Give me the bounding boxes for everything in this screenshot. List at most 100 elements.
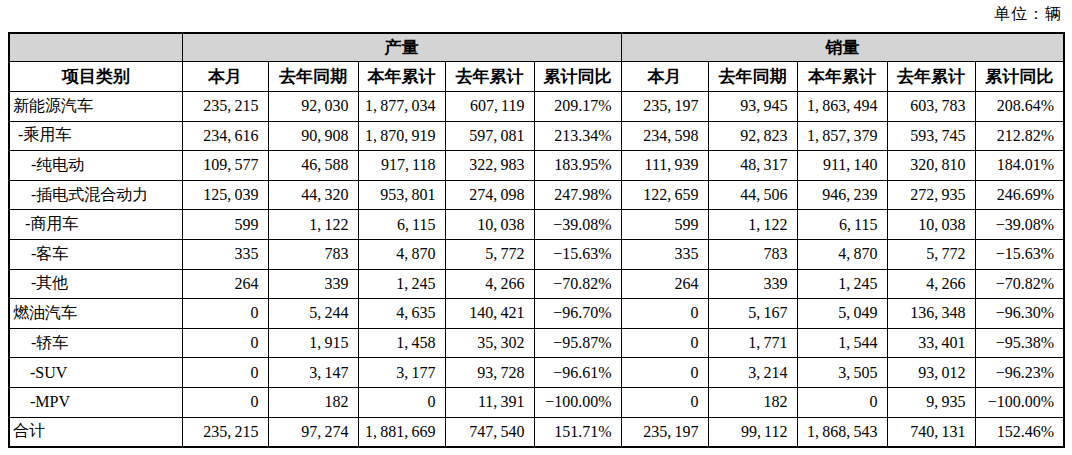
column-header-production-0: 本月 — [182, 62, 268, 92]
data-cell-sales-3: 603, 783 — [887, 92, 975, 122]
data-cell-production-4: 151.71% — [534, 417, 621, 447]
corner-cell — [9, 33, 182, 62]
data-cell-sales-4: −100.00% — [975, 387, 1064, 417]
data-cell-production-3: 274, 098 — [445, 180, 534, 210]
row-label: -纯电动 — [9, 151, 182, 181]
row-label: -MPV — [9, 387, 182, 417]
row-label: -其他 — [9, 269, 182, 299]
data-cell-sales-3: 5, 772 — [887, 239, 975, 269]
data-cell-sales-2: 1, 857, 379 — [797, 121, 887, 151]
table-row: -乘用车234, 61690, 9081, 870, 919597, 08121… — [9, 121, 1064, 151]
data-cell-production-2: 917, 118 — [358, 151, 445, 181]
data-cell-sales-0: 599 — [621, 210, 708, 240]
data-cell-sales-4: 152.46% — [975, 417, 1064, 447]
table-row: -SUV03, 1473, 17793, 728−96.61%03, 2143,… — [9, 358, 1064, 388]
data-cell-production-2: 1, 458 — [358, 328, 445, 358]
data-cell-sales-4: −15.63% — [975, 239, 1064, 269]
data-cell-production-1: 5, 244 — [268, 299, 358, 329]
table-row: 新能源汽车235, 21592, 0301, 877, 034607, 1192… — [9, 92, 1064, 122]
table-row: 合计235, 21597, 2741, 881, 669747, 540151.… — [9, 417, 1064, 447]
table-row: -插电式混合动力125, 03944, 320953, 801274, 0982… — [9, 180, 1064, 210]
data-cell-production-2: 1, 877, 034 — [358, 92, 445, 122]
data-cell-sales-3: 93, 012 — [887, 358, 975, 388]
data-cell-production-0: 109, 577 — [182, 151, 268, 181]
data-cell-sales-1: 48, 317 — [708, 151, 797, 181]
data-cell-production-1: 783 — [268, 239, 358, 269]
data-cell-production-0: 235, 215 — [182, 92, 268, 122]
data-cell-production-0: 0 — [182, 328, 268, 358]
data-cell-sales-2: 1, 544 — [797, 328, 887, 358]
data-cell-sales-0: 335 — [621, 239, 708, 269]
data-cell-sales-1: 1, 122 — [708, 210, 797, 240]
data-cell-sales-1: 99, 112 — [708, 417, 797, 447]
data-cell-sales-4: −96.23% — [975, 358, 1064, 388]
column-header-sales-3: 去年累计 — [887, 62, 975, 92]
data-cell-production-4: −100.00% — [534, 387, 621, 417]
column-header-sales-2: 本年累计 — [797, 62, 887, 92]
data-cell-sales-0: 0 — [621, 387, 708, 417]
row-label: -SUV — [9, 358, 182, 388]
data-cell-sales-0: 235, 197 — [621, 417, 708, 447]
table-row: -轿车01, 9151, 45835, 302−95.87%01, 7711, … — [9, 328, 1064, 358]
data-cell-production-0: 0 — [182, 358, 268, 388]
data-cell-production-2: 3, 177 — [358, 358, 445, 388]
data-cell-sales-1: 93, 945 — [708, 92, 797, 122]
data-cell-production-1: 92, 030 — [268, 92, 358, 122]
table-row: 燃油汽车05, 2444, 635140, 421−96.70%05, 1675… — [9, 299, 1064, 329]
data-cell-sales-2: 1, 863, 494 — [797, 92, 887, 122]
data-cell-sales-4: 208.64% — [975, 92, 1064, 122]
data-cell-production-2: 6, 115 — [358, 210, 445, 240]
data-cell-production-1: 90, 908 — [268, 121, 358, 151]
data-cell-production-3: 322, 983 — [445, 151, 534, 181]
row-label: -轿车 — [9, 328, 182, 358]
data-cell-sales-0: 0 — [621, 328, 708, 358]
data-cell-sales-3: 740, 131 — [887, 417, 975, 447]
data-cell-production-4: −96.61% — [534, 358, 621, 388]
data-cell-sales-2: 1, 868, 543 — [797, 417, 887, 447]
data-cell-production-2: 4, 870 — [358, 239, 445, 269]
data-cell-sales-4: 184.01% — [975, 151, 1064, 181]
data-cell-sales-4: 246.69% — [975, 180, 1064, 210]
column-header-sales-0: 本月 — [621, 62, 708, 92]
data-cell-production-0: 234, 616 — [182, 121, 268, 151]
sub-header-row: 项目类别 本月去年同期本年累计去年累计累计同比本月去年同期本年累计去年累计累计同… — [9, 62, 1064, 92]
data-cell-production-2: 1, 245 — [358, 269, 445, 299]
data-cell-sales-2: 1, 245 — [797, 269, 887, 299]
data-cell-sales-0: 122, 659 — [621, 180, 708, 210]
data-cell-production-3: 5, 772 — [445, 239, 534, 269]
data-cell-production-3: 11, 391 — [445, 387, 534, 417]
data-cell-sales-2: 0 — [797, 387, 887, 417]
data-cell-sales-2: 911, 140 — [797, 151, 887, 181]
data-cell-production-0: 599 — [182, 210, 268, 240]
data-cell-production-1: 1, 915 — [268, 328, 358, 358]
data-cell-sales-0: 0 — [621, 358, 708, 388]
data-cell-sales-1: 5, 167 — [708, 299, 797, 329]
data-cell-production-4: −70.82% — [534, 269, 621, 299]
data-cell-production-4: 183.95% — [534, 151, 621, 181]
data-cell-production-3: 747, 540 — [445, 417, 534, 447]
unit-label: 单位：辆 — [994, 4, 1062, 25]
row-label: -客车 — [9, 239, 182, 269]
data-cell-sales-4: −95.38% — [975, 328, 1064, 358]
table-row: -MPV0182011, 391−100.00%018209, 935−100.… — [9, 387, 1064, 417]
data-cell-production-0: 264 — [182, 269, 268, 299]
data-cell-sales-1: 1, 771 — [708, 328, 797, 358]
data-cell-production-1: 182 — [268, 387, 358, 417]
data-cell-sales-2: 6, 115 — [797, 210, 887, 240]
row-label: -商用车 — [9, 210, 182, 240]
data-cell-production-3: 93, 728 — [445, 358, 534, 388]
data-cell-sales-2: 4, 870 — [797, 239, 887, 269]
data-cell-sales-3: 272, 935 — [887, 180, 975, 210]
data-cell-production-0: 0 — [182, 299, 268, 329]
data-cell-sales-4: 212.82% — [975, 121, 1064, 151]
data-cell-sales-1: 182 — [708, 387, 797, 417]
data-cell-production-4: 247.98% — [534, 180, 621, 210]
data-cell-sales-1: 783 — [708, 239, 797, 269]
data-cell-sales-3: 320, 810 — [887, 151, 975, 181]
data-cell-sales-2: 5, 049 — [797, 299, 887, 329]
data-cell-production-2: 953, 801 — [358, 180, 445, 210]
column-header-item-category: 项目类别 — [9, 62, 182, 92]
data-cell-production-2: 1, 881, 669 — [358, 417, 445, 447]
sales-group-header: 销量 — [621, 33, 1064, 62]
data-cell-production-3: 35, 302 — [445, 328, 534, 358]
